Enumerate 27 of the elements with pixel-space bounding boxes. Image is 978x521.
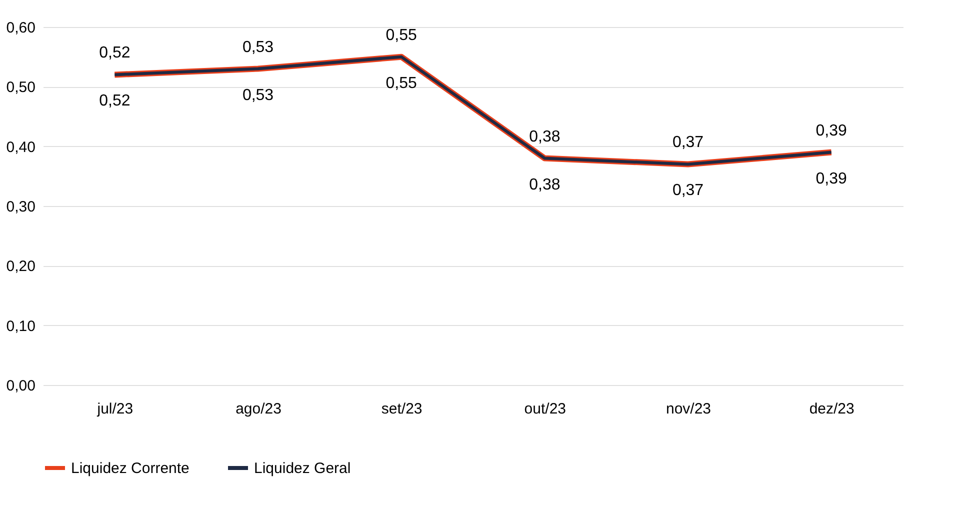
data-label: 0,55 <box>386 74 418 92</box>
x-tick-label: nov/23 <box>666 400 712 418</box>
y-tick-label: 0,10 <box>6 318 36 335</box>
data-label: 0,37 <box>672 134 704 152</box>
legend-label: Liquidez Corrente <box>71 460 190 477</box>
data-label: 0,55 <box>386 26 418 44</box>
data-label: 0,53 <box>242 86 274 104</box>
x-tick-label: set/23 <box>381 400 422 418</box>
data-label: 0,38 <box>529 176 560 194</box>
legend-label: Liquidez Geral <box>254 460 351 477</box>
data-label: 0,52 <box>99 92 130 110</box>
x-tick-label: ago/23 <box>236 400 282 418</box>
data-label: 0,38 <box>529 128 560 146</box>
y-tick-label: 0,40 <box>6 138 36 156</box>
data-label: 0,53 <box>242 38 274 56</box>
data-label: 0,39 <box>816 122 848 140</box>
y-tick-label: 0,30 <box>6 198 36 216</box>
y-tick-label: 0,50 <box>6 79 36 96</box>
y-tick-label: 0,60 <box>6 20 36 36</box>
x-tick-label: jul/23 <box>96 400 134 418</box>
data-label: 0,39 <box>816 170 848 188</box>
y-tick-label: 0,20 <box>6 258 36 276</box>
data-label: 0,52 <box>99 44 130 62</box>
y-tick-label: 0,00 <box>6 378 36 394</box>
data-label: 0,37 <box>672 182 704 200</box>
x-tick-label: dez/23 <box>809 400 854 418</box>
x-tick-label: out/23 <box>524 400 566 418</box>
